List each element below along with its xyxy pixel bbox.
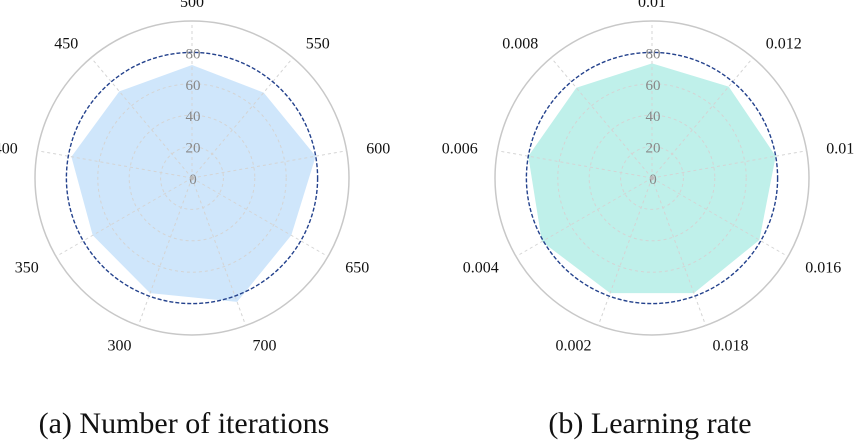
grid-ring-20 [160, 146, 224, 210]
spoke-1 [191, 57, 294, 179]
caption-a: (a) Number of iterations [39, 407, 330, 440]
spoke-7 [497, 150, 653, 179]
category-label-0: 500 [180, 0, 204, 11]
category-label-3: 0.016 [805, 260, 841, 277]
radial-tick-label-0: 0 [649, 172, 657, 188]
category-label-7: 400 [0, 140, 18, 157]
series-area-0 [71, 65, 316, 302]
radar-panel-iterations: 0 20 40 60 80 500 550 600 650 700 300 350 400 450 [0, 0, 390, 354]
category-label-4: 0.018 [713, 337, 749, 354]
spoke-5 [597, 177, 653, 326]
radial-tick-label-80: 80 [646, 46, 661, 62]
spoke-8 [550, 57, 653, 179]
category-label-1: 0.012 [766, 35, 802, 52]
grid-ring-60 [557, 83, 747, 273]
category-label-6: 0.004 [463, 260, 499, 277]
radial-tick-label-80: 80 [186, 46, 201, 62]
radial-tick-label-40: 40 [646, 109, 661, 125]
category-label-8: 450 [54, 35, 78, 52]
category-label-8: 0.008 [502, 35, 538, 52]
category-label-5: 300 [108, 337, 132, 354]
category-label-2: 600 [366, 140, 390, 157]
radial-tick-label-60: 60 [646, 78, 661, 94]
category-label-7: 0.006 [442, 140, 478, 157]
radial-tick-label-60: 60 [186, 78, 201, 94]
radial-tick-label-20: 20 [646, 141, 661, 157]
spoke-7 [37, 150, 193, 179]
center-dot [650, 176, 654, 180]
spoke-6 [55, 177, 193, 257]
category-label-4: 700 [253, 337, 277, 354]
caption-b: (b) Learning rate [548, 407, 751, 440]
spoke-3 [191, 177, 329, 257]
spoke-4 [651, 177, 707, 326]
spoke-8 [90, 57, 193, 179]
spoke-6 [515, 177, 653, 257]
center-dot [190, 176, 194, 180]
spoke-3 [651, 177, 789, 257]
spoke-1 [651, 57, 754, 179]
radial-tick-label-0: 0 [189, 172, 197, 188]
series-line-1 [65, 51, 319, 305]
category-label-3: 650 [345, 260, 369, 277]
grid-ring-60 [97, 83, 287, 273]
category-label-6: 350 [15, 260, 39, 277]
spoke-4 [191, 177, 247, 326]
grid-ring-20 [620, 146, 684, 210]
series-line-1 [525, 51, 779, 305]
spoke-2 [191, 150, 347, 179]
category-label-1: 550 [306, 35, 330, 52]
spoke-2 [651, 150, 807, 179]
category-label-5: 0.002 [556, 337, 592, 354]
radar-panel-learning-rate: 0 20 40 60 80 0.01 0.012 0.014 0.016 0.018 0.002 0.… [442, 0, 854, 354]
category-label-0: 0.01 [638, 0, 666, 11]
spoke-5 [137, 177, 193, 326]
radial-tick-label-20: 20 [186, 141, 201, 157]
radial-tick-label-40: 40 [186, 109, 201, 125]
category-label-2: 0.014 [826, 140, 854, 157]
